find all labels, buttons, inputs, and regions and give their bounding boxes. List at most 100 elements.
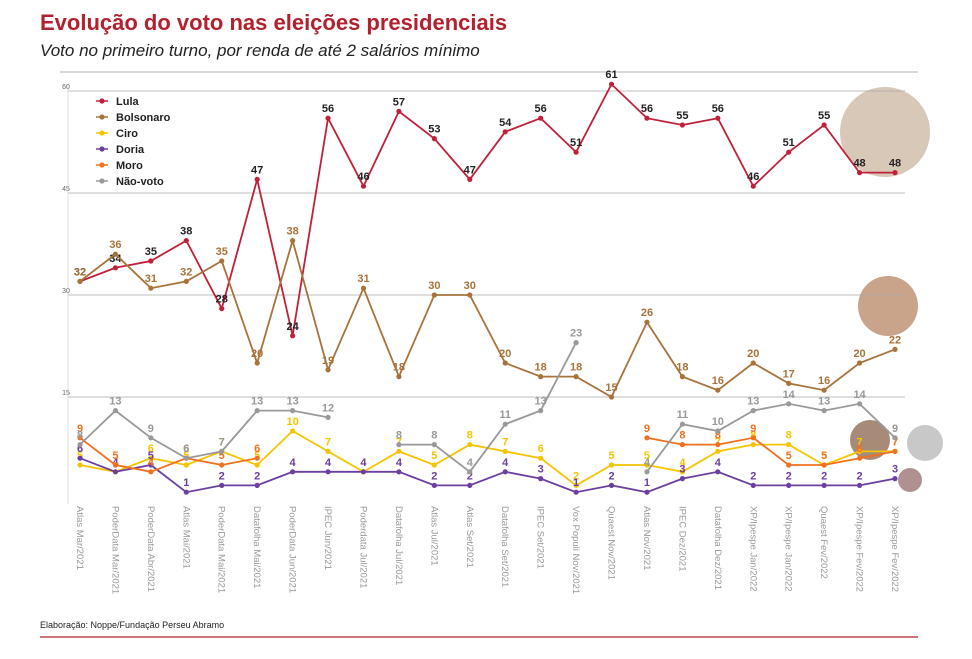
data-label: 46 bbox=[357, 171, 369, 183]
point bbox=[750, 360, 756, 366]
data-label: 61 bbox=[605, 69, 617, 81]
data-label: 32 bbox=[74, 266, 86, 278]
data-label: 6 bbox=[77, 443, 83, 455]
data-label: 18 bbox=[393, 362, 405, 374]
legend-marker bbox=[99, 178, 105, 184]
data-label: 56 bbox=[641, 103, 653, 115]
point bbox=[679, 442, 685, 448]
data-label: 6 bbox=[183, 443, 189, 455]
point bbox=[644, 469, 650, 475]
x-tick-label: Quaest Nov/2021 bbox=[606, 506, 617, 580]
data-label: 20 bbox=[853, 348, 865, 360]
point bbox=[750, 442, 756, 448]
point bbox=[573, 489, 579, 495]
data-label: 13 bbox=[251, 396, 263, 408]
x-tick-label: XP/Ipespe Fev/2022 bbox=[889, 506, 900, 592]
series-line bbox=[79, 237, 896, 399]
point bbox=[821, 387, 827, 393]
data-label: 8 bbox=[467, 430, 473, 442]
point bbox=[183, 238, 189, 244]
point bbox=[892, 448, 898, 454]
point bbox=[325, 469, 331, 475]
point bbox=[502, 360, 508, 366]
point bbox=[360, 285, 367, 291]
data-label: 18 bbox=[676, 362, 688, 374]
data-label: 2 bbox=[750, 470, 756, 482]
data-label: 5 bbox=[148, 450, 154, 462]
point bbox=[892, 346, 898, 352]
point bbox=[183, 489, 189, 495]
point bbox=[77, 455, 83, 461]
point bbox=[148, 462, 154, 468]
data-label: 2 bbox=[467, 470, 473, 482]
data-label: 7 bbox=[892, 436, 898, 448]
data-label: 54 bbox=[499, 117, 512, 129]
point bbox=[573, 374, 579, 380]
data-label: 3 bbox=[679, 464, 685, 476]
data-label: 35 bbox=[145, 246, 157, 258]
chart-subtitle: Voto no primeiro turno, por renda de até… bbox=[40, 41, 480, 60]
data-label: 13 bbox=[286, 396, 298, 408]
point bbox=[644, 115, 650, 121]
x-tick-label: Atlas Jul/2021 bbox=[428, 506, 439, 566]
point bbox=[396, 442, 402, 448]
x-tick-label: Datafolha Dez/2021 bbox=[712, 506, 723, 590]
data-label: 12 bbox=[322, 402, 334, 414]
point bbox=[254, 408, 260, 414]
point bbox=[148, 285, 154, 291]
data-label: 2 bbox=[431, 470, 437, 482]
point bbox=[856, 360, 863, 366]
x-tick-label: PoderData Mar/2021 bbox=[109, 506, 120, 594]
data-label: 15 bbox=[605, 382, 617, 394]
data-label: 11 bbox=[499, 409, 511, 421]
data-label: 2 bbox=[786, 470, 792, 482]
data-label: 9 bbox=[77, 423, 83, 435]
point bbox=[396, 469, 402, 475]
point bbox=[325, 448, 331, 454]
point bbox=[396, 448, 402, 454]
data-label: 30 bbox=[428, 280, 440, 292]
point bbox=[856, 401, 863, 407]
point bbox=[325, 115, 331, 121]
data-label: 2 bbox=[254, 470, 260, 482]
data-label: 14 bbox=[853, 389, 866, 401]
data-label: 3 bbox=[538, 464, 544, 476]
data-label: 26 bbox=[641, 307, 653, 319]
x-tick-label: Atlas Mar/2021 bbox=[74, 506, 85, 570]
data-label: 55 bbox=[676, 110, 688, 122]
data-label: 56 bbox=[712, 103, 724, 115]
data-label: 16 bbox=[712, 375, 724, 387]
data-label: 56 bbox=[535, 103, 547, 115]
data-label: 11 bbox=[677, 409, 689, 421]
data-label: 8 bbox=[77, 430, 83, 442]
x-tick-label: XP/Ipespe Jan/2022 bbox=[783, 506, 794, 592]
point bbox=[431, 482, 437, 488]
point bbox=[856, 455, 863, 461]
source: Elaboração: Noppe/Fundação Perseu Abramo bbox=[40, 620, 224, 630]
point bbox=[856, 482, 863, 488]
point bbox=[112, 265, 119, 271]
point bbox=[538, 455, 544, 461]
point bbox=[467, 482, 473, 488]
x-tick-label: XP/Ipespe Fev/2022 bbox=[854, 506, 865, 592]
data-label: 10 bbox=[712, 416, 724, 428]
data-label: 55 bbox=[818, 110, 830, 122]
point bbox=[467, 469, 473, 475]
x-tick-label: Datafolha Set/2021 bbox=[499, 506, 510, 587]
point bbox=[750, 482, 756, 488]
point bbox=[750, 408, 756, 414]
data-label: 5 bbox=[644, 450, 650, 462]
point bbox=[254, 462, 260, 468]
point bbox=[148, 435, 154, 441]
data-label: 24 bbox=[286, 321, 299, 333]
x-tick-label: Quaest Fev/2022 bbox=[818, 506, 829, 579]
point bbox=[467, 292, 473, 298]
legend-label: Ciro bbox=[116, 128, 138, 140]
point bbox=[538, 476, 544, 482]
data-label: 53 bbox=[428, 124, 440, 136]
chart-title: Evolução do voto nas eleições presidenci… bbox=[40, 10, 507, 35]
point bbox=[821, 408, 827, 414]
data-label: 4 bbox=[715, 457, 722, 469]
x-tick-label: IPEC Jun/2021 bbox=[322, 506, 333, 570]
photo bbox=[907, 425, 943, 461]
